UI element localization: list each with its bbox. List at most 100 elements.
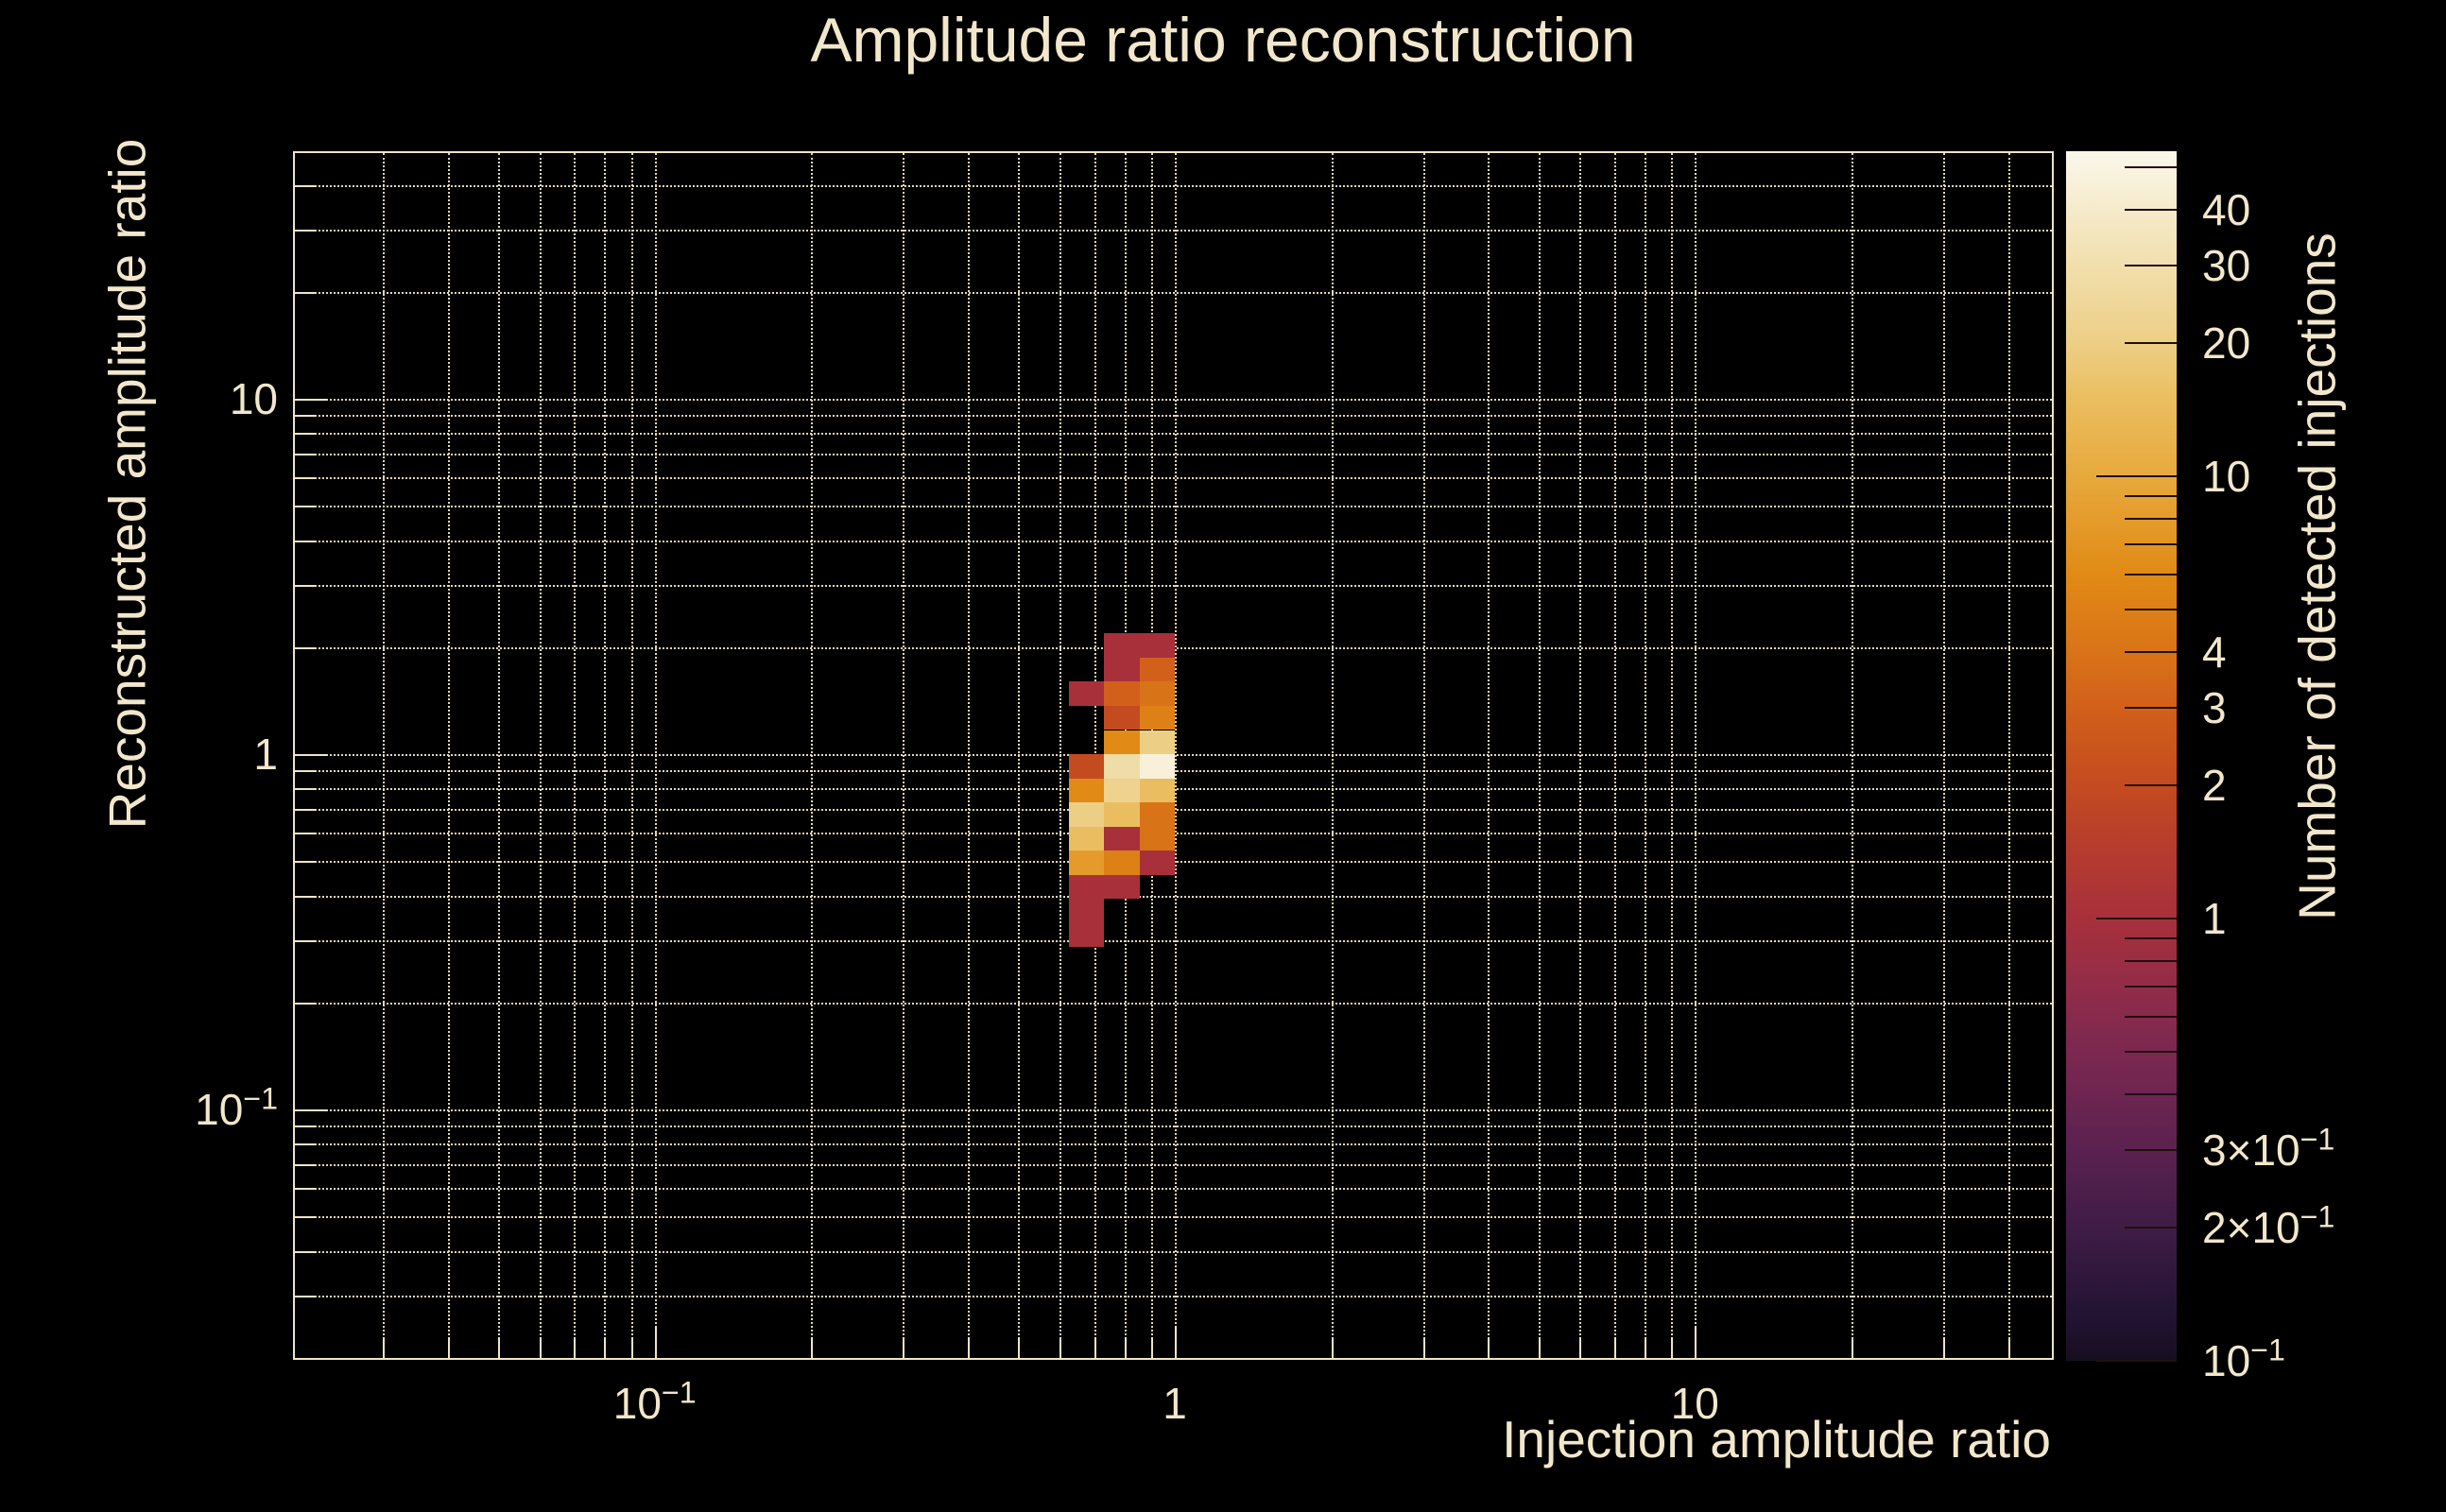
colorbar-tick [2125, 518, 2177, 521]
x-tick [968, 1337, 970, 1358]
colorbar-tick [2125, 1148, 2177, 1151]
y-gridline [295, 506, 2052, 508]
colorbar-title: Number of detected injections [2287, 232, 2347, 920]
colorbar-tick-label: 1 [2202, 894, 2227, 943]
y-gridline [295, 415, 2052, 418]
y-tick [295, 1250, 316, 1253]
x-tick [1579, 1337, 1582, 1358]
y-tick [295, 454, 316, 456]
x-tick [1671, 1337, 1674, 1358]
colorbar-tick [2125, 937, 2177, 940]
x-tick [654, 1326, 657, 1358]
heatmap-cell [1068, 802, 1105, 827]
colorbar-tick [2125, 495, 2177, 498]
x-axis-title: Injection amplitude ratio [1502, 1410, 2051, 1469]
heatmap-cell [1068, 754, 1105, 779]
colorbar-tick-label: 2×10−1 [2202, 1199, 2335, 1253]
x-gridline [1422, 153, 1425, 1358]
colorbar-tick [2125, 706, 2177, 709]
colorbar-tick [2125, 573, 2177, 576]
colorbar-tick [2125, 608, 2177, 610]
x-tick-label: 1 [1163, 1379, 1187, 1428]
heatmap-cell [1104, 730, 1140, 754]
y-tick [295, 788, 316, 791]
y-tick [295, 809, 316, 812]
y-tick [295, 506, 316, 508]
y-gridline [295, 229, 2052, 232]
x-tick [1538, 1337, 1541, 1358]
y-tick [295, 895, 316, 898]
colorbar-tick-label: 10−1 [2202, 1332, 2285, 1385]
y-gridline [295, 1250, 2052, 1253]
heatmap-cell [1104, 778, 1140, 803]
y-tick [295, 861, 316, 864]
y-tick [295, 433, 316, 436]
heatmap-cell [1139, 730, 1175, 754]
y-gridline [295, 1216, 2052, 1219]
colorbar-tick [2096, 918, 2177, 919]
x-tick [1094, 1337, 1096, 1358]
y-gridline [295, 540, 2052, 542]
x-tick [1942, 1337, 1945, 1358]
heatmap-cell [1104, 874, 1140, 900]
y-tick [295, 1109, 327, 1111]
y-gridline [295, 399, 2052, 401]
heatmap-cell [1068, 899, 1105, 924]
x-tick [447, 1337, 450, 1358]
y-tick [295, 939, 316, 942]
y-gridline [295, 184, 2052, 187]
y-tick [295, 1216, 316, 1219]
colorbar-gradient [2066, 151, 2177, 1361]
y-gridline [295, 939, 2052, 942]
x-gridline [1538, 153, 1541, 1358]
x-tick [1331, 1337, 1334, 1358]
x-tick [1422, 1337, 1425, 1358]
heatmap-cell [1139, 850, 1175, 875]
colorbar-tick [2125, 960, 2177, 963]
x-gridline [1331, 153, 1334, 1358]
colorbar-tick [2125, 1015, 2177, 1018]
heatmap-cell [1139, 826, 1175, 851]
y-tick [295, 540, 316, 542]
y-gridline [295, 454, 2052, 456]
colorbar-tick [2125, 264, 2177, 266]
x-tick [811, 1337, 814, 1358]
y-tick [295, 415, 316, 418]
colorbar-tick-label: 3 [2202, 682, 2227, 732]
heatmap-cell [1139, 633, 1175, 658]
x-gridline [1851, 153, 1853, 1358]
x-tick [1695, 1326, 1697, 1358]
colorbar-tick [2125, 543, 2177, 546]
heatmap-cell [1139, 754, 1175, 779]
y-tick [295, 1143, 316, 1146]
y-tick [295, 1002, 316, 1005]
colorbar-tick-label: 40 [2202, 185, 2251, 235]
y-tick [295, 1188, 316, 1191]
y-gridline [295, 1295, 2052, 1297]
chart-title: Amplitude ratio reconstruction [810, 5, 1636, 75]
y-tick [295, 291, 316, 294]
y-gridline [295, 1164, 2052, 1167]
heatmap-cell [1068, 681, 1105, 706]
heatmap-cell [1139, 681, 1175, 706]
colorbar-tick [2125, 1227, 2177, 1229]
y-tick-label: 10−1 [195, 1081, 278, 1134]
x-tick [574, 1337, 577, 1358]
heatmap-cell [1104, 802, 1140, 827]
colorbar-tick [2125, 1093, 2177, 1096]
heatmap-cell [1104, 826, 1140, 851]
colorbar-tick-label: 20 [2202, 318, 2251, 369]
colorbar-tick [2125, 342, 2177, 345]
heatmap-cell [1139, 802, 1175, 827]
x-tick [1851, 1337, 1853, 1358]
y-gridline [295, 433, 2052, 436]
y-gridline [295, 1188, 2052, 1191]
y-tick-label: 10 [229, 374, 278, 423]
colorbar-tick-label: 3×10−1 [2202, 1122, 2335, 1175]
y-tick [295, 1164, 316, 1167]
colorbar-tick [2125, 784, 2177, 787]
x-tick [382, 1337, 385, 1358]
x-gridline [1175, 153, 1177, 1358]
heatmap-cell [1068, 874, 1105, 900]
